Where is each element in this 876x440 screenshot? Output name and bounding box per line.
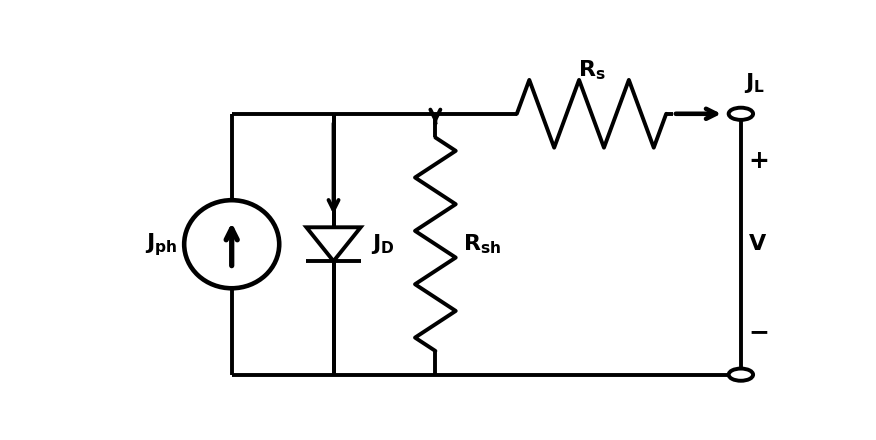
- Text: $\mathbf{-}$: $\mathbf{-}$: [748, 319, 768, 343]
- Ellipse shape: [184, 200, 279, 288]
- Text: $\mathbf{R_{sh}}$: $\mathbf{R_{sh}}$: [463, 232, 501, 256]
- Circle shape: [729, 108, 753, 120]
- Polygon shape: [307, 227, 361, 261]
- Text: $\mathbf{J_L}$: $\mathbf{J_L}$: [745, 71, 766, 95]
- Text: $\mathbf{J_{ph}}$: $\mathbf{J_{ph}}$: [145, 231, 177, 258]
- Text: $\mathbf{R_s}$: $\mathbf{R_s}$: [577, 58, 605, 81]
- Text: $\mathbf{J_D}$: $\mathbf{J_D}$: [371, 232, 394, 256]
- Text: $\mathbf{V}$: $\mathbf{V}$: [748, 234, 766, 254]
- Circle shape: [729, 369, 753, 381]
- Ellipse shape: [184, 200, 279, 288]
- Text: $\mathbf{+}$: $\mathbf{+}$: [748, 149, 768, 173]
